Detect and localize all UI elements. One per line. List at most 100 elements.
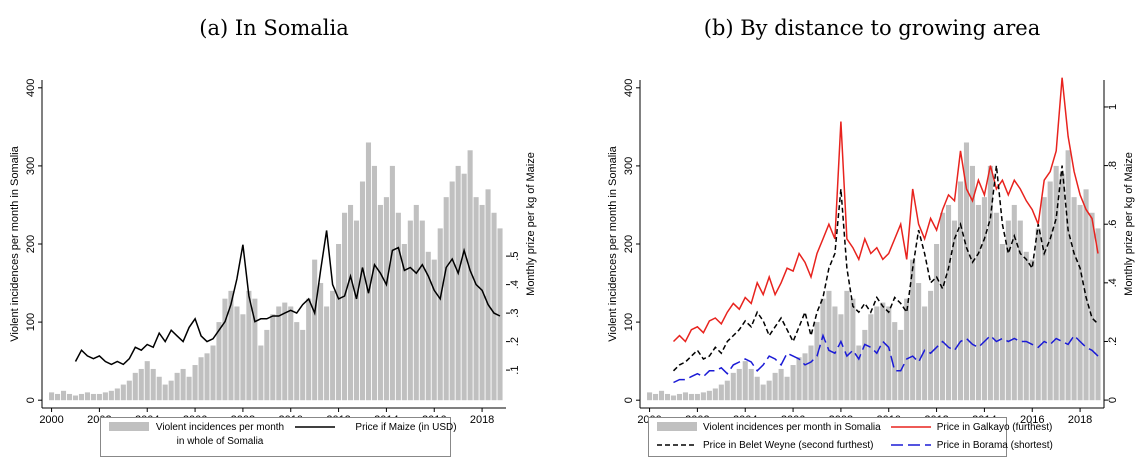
bar bbox=[796, 357, 802, 401]
y-tick-label: 300 bbox=[25, 157, 37, 175]
bar bbox=[186, 376, 192, 401]
swatch-bar bbox=[109, 422, 149, 431]
y2-tick-label: 0 bbox=[1107, 397, 1119, 403]
bar bbox=[431, 259, 437, 401]
bar bbox=[940, 212, 946, 401]
bar bbox=[49, 392, 55, 401]
legend-swatch bbox=[890, 426, 931, 428]
bar bbox=[1047, 181, 1053, 401]
bar bbox=[288, 306, 294, 401]
bar bbox=[330, 290, 336, 401]
bar bbox=[467, 150, 473, 401]
bar bbox=[377, 204, 383, 401]
bar bbox=[174, 372, 180, 401]
bar bbox=[922, 306, 928, 401]
bar bbox=[653, 393, 659, 401]
bar bbox=[126, 380, 132, 401]
bar bbox=[1011, 204, 1017, 401]
bar bbox=[1035, 228, 1041, 401]
bar bbox=[84, 392, 90, 401]
y2-tick-label: 1 bbox=[1107, 104, 1119, 110]
bar bbox=[718, 384, 724, 401]
legend-swatch bbox=[657, 422, 697, 431]
bar bbox=[658, 390, 665, 401]
price-line bbox=[672, 77, 1099, 343]
legend-swatch bbox=[295, 426, 335, 428]
bar bbox=[712, 388, 718, 401]
price-line bbox=[673, 333, 1099, 384]
bar bbox=[670, 395, 677, 401]
bar bbox=[999, 244, 1005, 401]
bar bbox=[987, 165, 993, 401]
bar bbox=[1065, 150, 1071, 401]
bar bbox=[180, 368, 186, 401]
bar bbox=[300, 329, 306, 401]
bar bbox=[886, 306, 892, 401]
x-tick-label: 2000 bbox=[39, 414, 63, 426]
bar bbox=[963, 142, 970, 401]
bar bbox=[694, 393, 700, 401]
bar bbox=[144, 361, 150, 401]
y-tick-label: 0 bbox=[623, 397, 635, 403]
bar bbox=[216, 322, 222, 401]
price-line bbox=[672, 165, 1099, 372]
bar bbox=[210, 345, 216, 401]
bar bbox=[198, 357, 204, 401]
bar bbox=[102, 392, 108, 401]
bar bbox=[401, 244, 407, 401]
y-axis-title: Violent incidences per month in Somalia bbox=[607, 145, 619, 341]
bar bbox=[132, 372, 138, 401]
bar bbox=[407, 220, 413, 401]
bar bbox=[790, 365, 796, 401]
bar bbox=[312, 259, 318, 401]
legend: Violent incidences per month in Somalia P… bbox=[648, 417, 1053, 457]
bar bbox=[820, 298, 826, 401]
legend-label: Violent incidences per month in Somalia bbox=[703, 422, 881, 433]
bar bbox=[234, 306, 240, 401]
bar bbox=[168, 380, 174, 401]
bar bbox=[270, 314, 276, 401]
bar bbox=[880, 302, 886, 401]
bar bbox=[928, 290, 934, 401]
bar bbox=[957, 181, 964, 401]
legend-label: Price in Borama (shortest) bbox=[936, 440, 1053, 451]
bar bbox=[90, 393, 96, 401]
bar bbox=[754, 376, 760, 401]
legend: Violent incidences per month in whole of… bbox=[100, 417, 457, 457]
bar bbox=[240, 314, 246, 401]
bar bbox=[306, 298, 312, 401]
bar bbox=[742, 361, 748, 401]
bar bbox=[1053, 165, 1059, 401]
bar bbox=[60, 390, 67, 401]
bar bbox=[258, 345, 264, 401]
bar bbox=[730, 372, 736, 401]
bar bbox=[838, 314, 844, 401]
bar bbox=[228, 290, 234, 401]
bar bbox=[491, 212, 497, 401]
y2-tick-label: .4 bbox=[509, 280, 521, 289]
bar bbox=[455, 165, 461, 401]
y2-tick-label: .8 bbox=[1107, 161, 1119, 170]
bar bbox=[975, 204, 981, 401]
bar bbox=[934, 244, 940, 401]
y-tick-label: 200 bbox=[623, 235, 635, 253]
bar bbox=[156, 376, 162, 401]
bar bbox=[748, 368, 754, 401]
bar bbox=[814, 322, 820, 401]
y-tick-label: 100 bbox=[25, 313, 37, 331]
bar bbox=[868, 314, 874, 401]
bar bbox=[72, 395, 79, 401]
legend-label: Price if Maize (in USD) bbox=[355, 422, 457, 433]
bar bbox=[706, 390, 712, 401]
bar bbox=[778, 368, 784, 401]
y2-axis-title: Monthly prize per kg of Maize bbox=[1123, 152, 1135, 296]
bar bbox=[1023, 251, 1029, 401]
bar bbox=[1071, 197, 1077, 401]
y2-tick-label: .5 bbox=[509, 252, 521, 261]
bar bbox=[425, 251, 431, 401]
bar bbox=[945, 204, 952, 401]
legend-label: Price in Galkayo (furthest) bbox=[936, 422, 1053, 433]
bar bbox=[282, 302, 288, 401]
bar bbox=[342, 212, 348, 401]
bar bbox=[1059, 173, 1065, 401]
